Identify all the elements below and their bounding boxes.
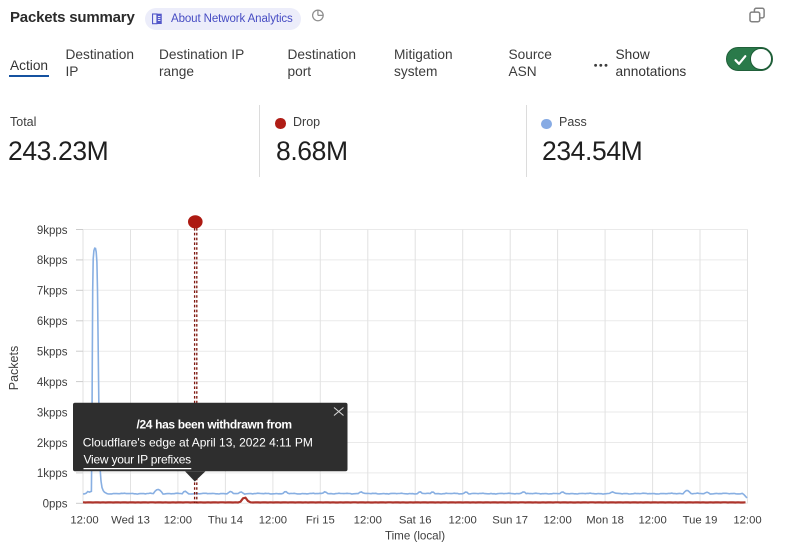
svg-text:3kpps: 3kpps (37, 407, 68, 419)
svg-text:1kpps: 1kpps (37, 468, 68, 480)
svg-text:12:00: 12:00 (543, 515, 571, 527)
svg-text:Packets: Packets (7, 346, 21, 390)
svg-text:Wed 13: Wed 13 (111, 515, 150, 527)
svg-text:Fri 15: Fri 15 (306, 515, 335, 527)
svg-text:Thu 14: Thu 14 (208, 515, 243, 527)
svg-text:12:00: 12:00 (259, 515, 287, 527)
svg-text:12:00: 12:00 (70, 515, 98, 527)
svg-text:12:00: 12:00 (164, 515, 192, 527)
svg-text:/24 has been withdrawn from: /24 has been withdrawn from (137, 418, 292, 432)
svg-text:Tue 19: Tue 19 (683, 515, 718, 527)
svg-text:12:00: 12:00 (733, 515, 761, 527)
svg-text:0pps: 0pps (43, 499, 68, 511)
svg-text:Mon 18: Mon 18 (586, 515, 624, 527)
svg-text:12:00: 12:00 (449, 515, 477, 527)
svg-text:8kpps: 8kpps (37, 255, 68, 267)
svg-text:12:00: 12:00 (354, 515, 382, 527)
svg-text:View your IP prefixes: View your IP prefixes (84, 453, 192, 467)
svg-text:12:00: 12:00 (638, 515, 666, 527)
svg-text:2kpps: 2kpps (37, 438, 68, 450)
svg-text:Sat 16: Sat 16 (399, 515, 432, 527)
svg-text:Sun 17: Sun 17 (492, 515, 528, 527)
svg-text:Cloudflare's edge at April 13,: Cloudflare's edge at April 13, 2022 4:11… (83, 436, 313, 450)
svg-text:5kpps: 5kpps (37, 347, 68, 359)
svg-text:7kpps: 7kpps (37, 286, 68, 298)
svg-text:6kpps: 6kpps (37, 316, 68, 328)
svg-text:9kpps: 9kpps (37, 225, 68, 237)
svg-text:Time (local): Time (local) (385, 530, 445, 543)
svg-text:4kpps: 4kpps (37, 377, 68, 389)
